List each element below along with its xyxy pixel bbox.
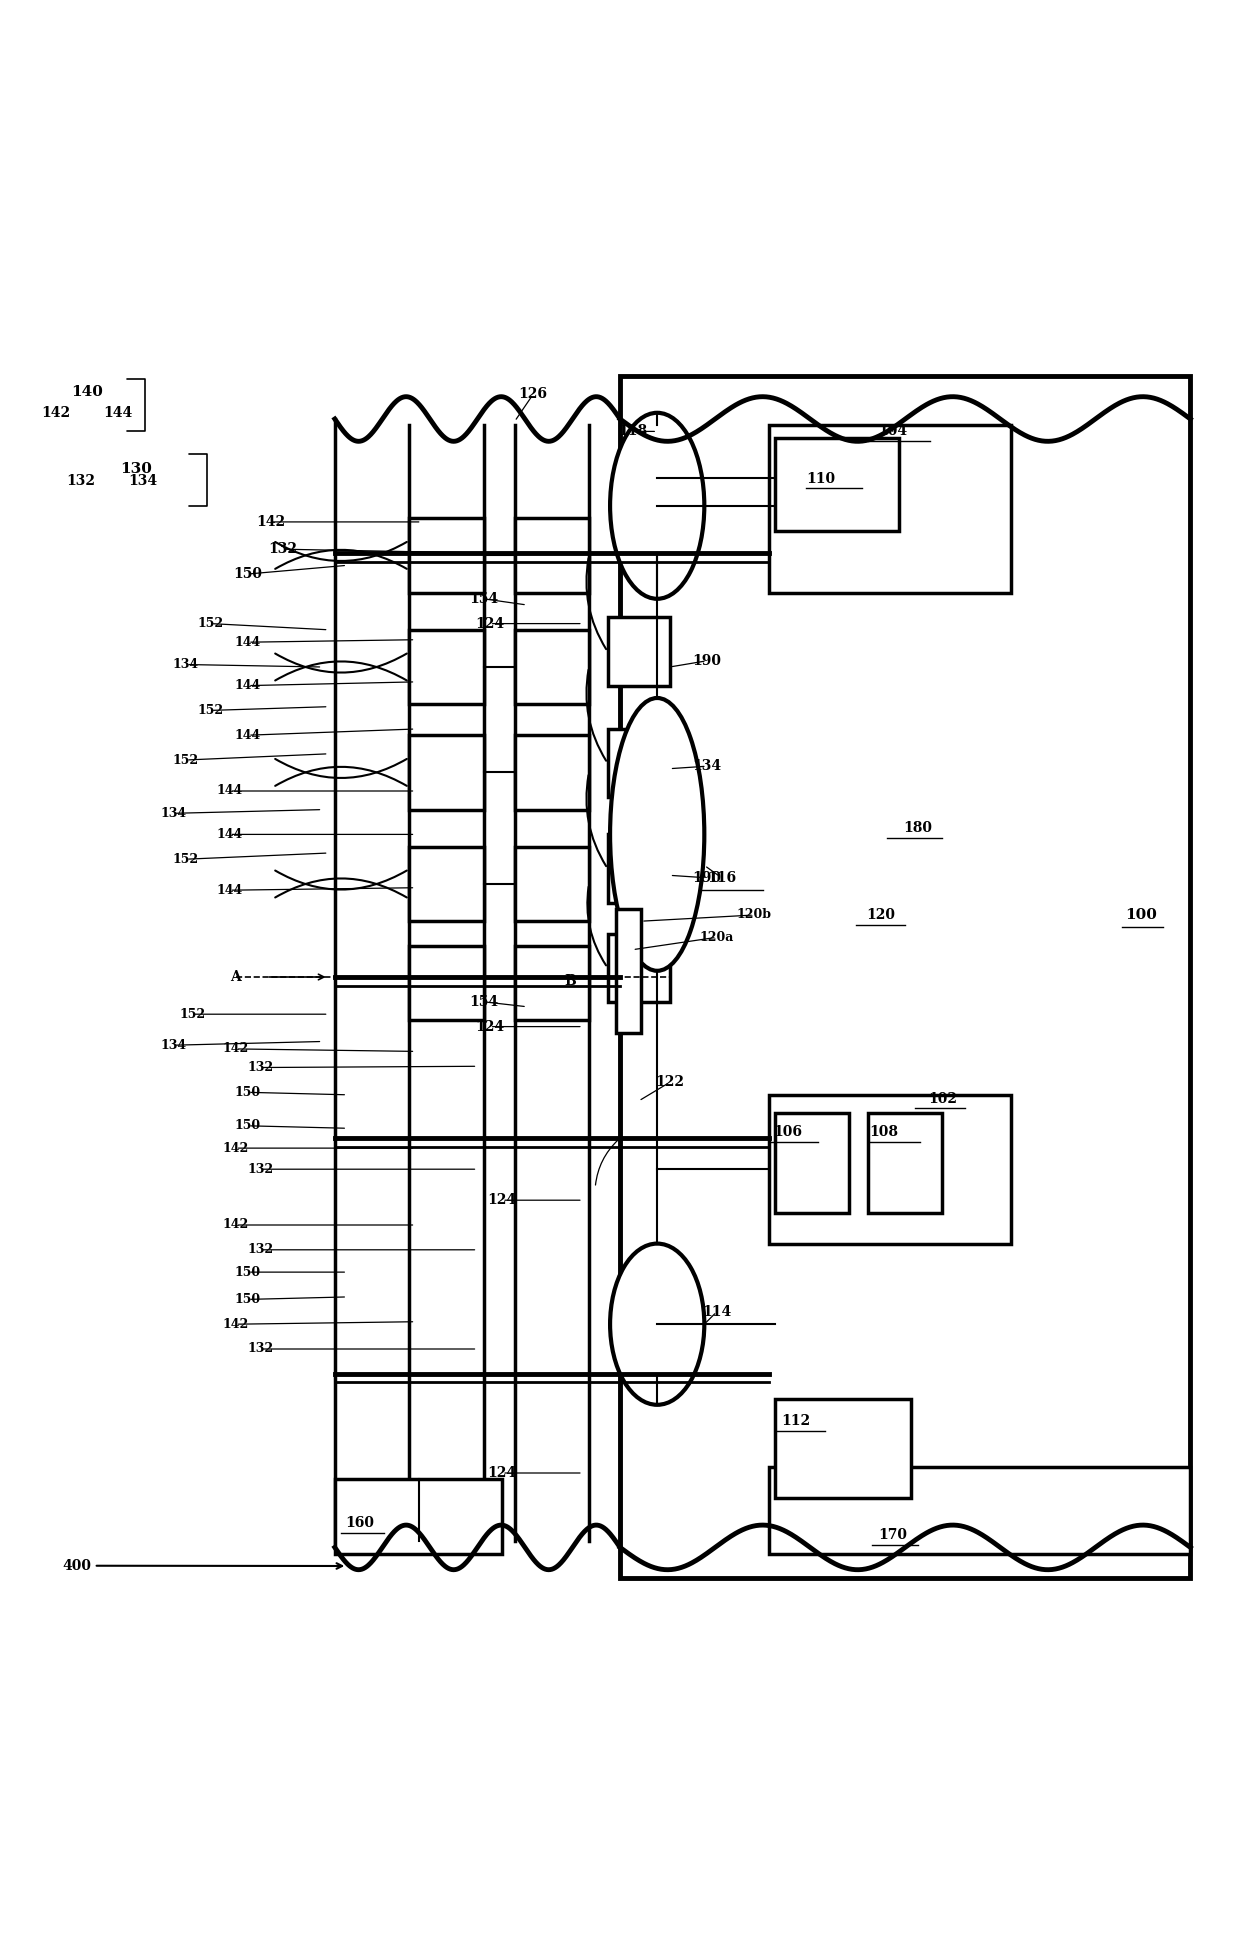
Text: 122: 122 [655,1075,684,1090]
Text: 120: 120 [866,909,895,922]
Text: 142: 142 [222,1219,249,1231]
Text: 152: 152 [172,852,200,866]
Text: 120b: 120b [737,909,771,922]
Text: 132: 132 [66,475,95,488]
Text: 102: 102 [928,1092,957,1106]
Bar [335,1479,502,1553]
Text: 114: 114 [702,1305,732,1319]
Text: 104: 104 [878,424,908,438]
Text: 124: 124 [475,617,505,631]
Text: 132: 132 [247,1061,274,1075]
Text: 400: 400 [62,1559,342,1573]
Text: 130: 130 [120,461,153,475]
Text: 118: 118 [618,424,647,438]
Text: 154: 154 [469,592,498,606]
Bar [409,518,484,592]
Bar [409,946,484,1020]
Bar [608,934,670,1002]
Text: 134: 134 [172,658,200,670]
Text: 124: 124 [487,1194,517,1208]
Bar [608,834,670,903]
Text: 120a: 120a [699,930,734,944]
Bar [409,735,484,809]
Bar [608,729,670,797]
Text: 134: 134 [128,475,157,488]
Text: 100: 100 [1125,909,1157,922]
Text: 142: 142 [41,406,71,420]
Text: 160: 160 [345,1516,374,1530]
Bar [868,1114,942,1213]
Bar [616,909,641,1034]
Bar [769,1467,1190,1553]
Ellipse shape [610,1243,704,1405]
Text: 142: 142 [222,1041,249,1055]
Text: 142: 142 [222,1141,249,1155]
Text: 152: 152 [179,1008,206,1020]
Bar [769,426,1011,592]
Text: 150: 150 [233,567,263,580]
Text: 110: 110 [806,471,835,485]
Text: 134: 134 [160,1040,187,1051]
Text: A: A [231,969,241,985]
Bar [769,1094,1011,1243]
Text: 150: 150 [234,1086,262,1098]
Text: 144: 144 [216,883,243,897]
Bar [775,1114,849,1213]
Text: 144: 144 [216,784,243,797]
Text: B: B [564,973,577,987]
Ellipse shape [610,698,704,971]
Text: 140: 140 [71,385,103,399]
Text: 124: 124 [487,1466,517,1479]
Bar [775,438,899,531]
Text: 152: 152 [197,703,224,717]
Text: 132: 132 [247,1243,274,1256]
Text: 108: 108 [869,1126,899,1139]
Text: 154: 154 [469,995,498,1008]
Text: 170: 170 [878,1528,908,1542]
Bar [409,629,484,703]
Text: 144: 144 [234,729,262,743]
Ellipse shape [610,412,704,598]
Text: 144: 144 [216,828,243,840]
Bar [608,617,670,686]
Text: 132: 132 [247,1163,274,1176]
Text: 144: 144 [234,635,262,649]
Text: 152: 152 [172,754,200,766]
Bar [775,1399,911,1499]
Text: 144: 144 [234,680,262,692]
Bar [515,946,589,1020]
Text: 126: 126 [518,387,548,401]
Text: 150: 150 [234,1266,262,1278]
Bar [515,846,589,920]
Text: 144: 144 [103,406,133,420]
Text: 150: 150 [234,1120,262,1131]
Text: 142: 142 [222,1317,249,1331]
Text: 152: 152 [197,617,224,629]
Bar [515,518,589,592]
Text: 134: 134 [692,760,722,774]
Text: 124: 124 [475,1020,505,1034]
Bar [620,375,1190,1579]
Bar [515,629,589,703]
Text: 190: 190 [692,871,722,885]
Text: 132: 132 [268,541,298,557]
Text: 134: 134 [160,807,187,821]
Text: 116: 116 [707,871,737,885]
Text: 132: 132 [247,1342,274,1356]
Text: 106: 106 [773,1126,802,1139]
Text: 112: 112 [781,1415,811,1428]
Text: 190: 190 [692,655,722,668]
Bar [515,735,589,809]
Bar [409,846,484,920]
Text: 142: 142 [255,516,285,530]
Text: 180: 180 [903,821,932,834]
Text: 150: 150 [234,1294,262,1305]
